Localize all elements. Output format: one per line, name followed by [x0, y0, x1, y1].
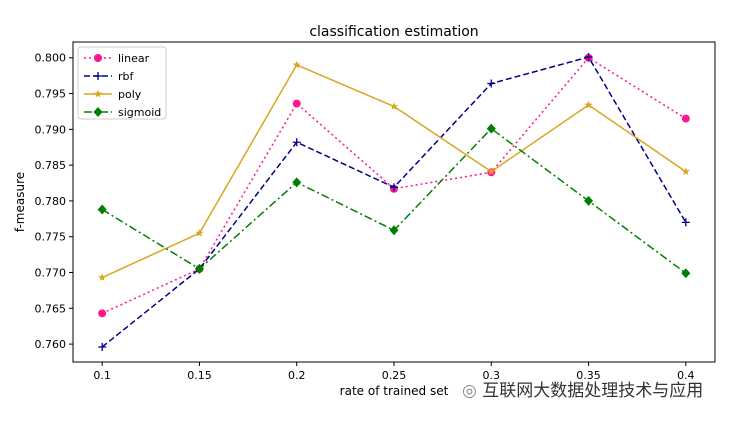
legend-label-linear: linear: [118, 52, 150, 65]
data-point-sigmoid: [584, 195, 594, 206]
data-point-poly: [584, 100, 593, 109]
chart-title: classification estimation: [309, 24, 478, 40]
x-tick-label: 0.35: [576, 369, 601, 382]
data-point-rbf: [98, 342, 107, 351]
data-point-linear: [98, 309, 107, 318]
data-point-sigmoid: [194, 263, 204, 274]
data-point-poly: [292, 60, 301, 69]
y-tick-label: 0.780: [35, 195, 67, 208]
data-point-rbf: [487, 79, 496, 88]
data-point-sigmoid: [97, 204, 107, 215]
data-point-poly: [487, 167, 496, 175]
y-axis-label: f-measure: [13, 172, 27, 232]
data-point-sigmoid: [681, 268, 691, 279]
legend-label-poly: poly: [118, 88, 142, 101]
plot-frame: [72, 41, 716, 363]
legend: linear rbf poly sigmoid: [77, 46, 167, 120]
x-tick-label: 0.2: [288, 369, 306, 382]
y-tick-label: 0.760: [35, 338, 67, 351]
y-tick-label: 0.785: [35, 159, 67, 172]
watermark: ◎ 互联网大数据处理技术与应用: [462, 376, 703, 401]
legend-label-rbf: rbf: [118, 70, 135, 83]
data-point-poly: [195, 228, 204, 237]
y-tick-label: 0.800: [35, 52, 67, 65]
y-tick-label: 0.770: [35, 267, 67, 280]
series-line-poly: [101, 63, 687, 279]
x-tick-label: 0.4: [677, 369, 695, 382]
data-point-rbf: [584, 53, 593, 62]
y-tick-label: 0.765: [35, 302, 67, 315]
x-axis-label: rate of trained set: [340, 384, 449, 398]
wechat-icon: ◎: [462, 381, 483, 401]
series-line-rbf: [101, 56, 687, 348]
y-tick-label: 0.790: [35, 123, 67, 136]
legend-label-sigmoid: sigmoid: [118, 106, 161, 119]
x-tick-label: 0.1: [93, 369, 111, 382]
watermark-text: 互联网大数据处理技术与应用: [482, 381, 704, 401]
legend-marker-linear: [94, 54, 102, 62]
data-point-sigmoid: [486, 123, 496, 134]
y-tick-label: 0.775: [35, 231, 67, 244]
data-point-rbf: [390, 183, 398, 192]
legend-marker-sigmoid: [93, 107, 103, 117]
data-point-poly: [98, 273, 107, 281]
series-line-sigmoid: [101, 127, 687, 274]
data-point-sigmoid: [292, 177, 302, 188]
x-tick-label: 0.3: [483, 369, 501, 382]
data-point-rbf: [681, 218, 690, 227]
data-point-linear: [681, 114, 690, 123]
legend-marker-rbf: [94, 72, 102, 80]
data-point-rbf: [292, 138, 301, 147]
legend-box: [77, 46, 167, 120]
data-point-sigmoid: [389, 225, 399, 236]
x-tick-label: 0.15: [187, 369, 212, 382]
x-tick-label: 0.25: [382, 369, 407, 382]
data-point-poly: [390, 102, 398, 110]
data-point-poly: [681, 167, 690, 175]
legend-marker-poly: [94, 89, 102, 98]
y-tick-label: 0.795: [35, 88, 67, 101]
data-point-linear: [292, 99, 301, 108]
